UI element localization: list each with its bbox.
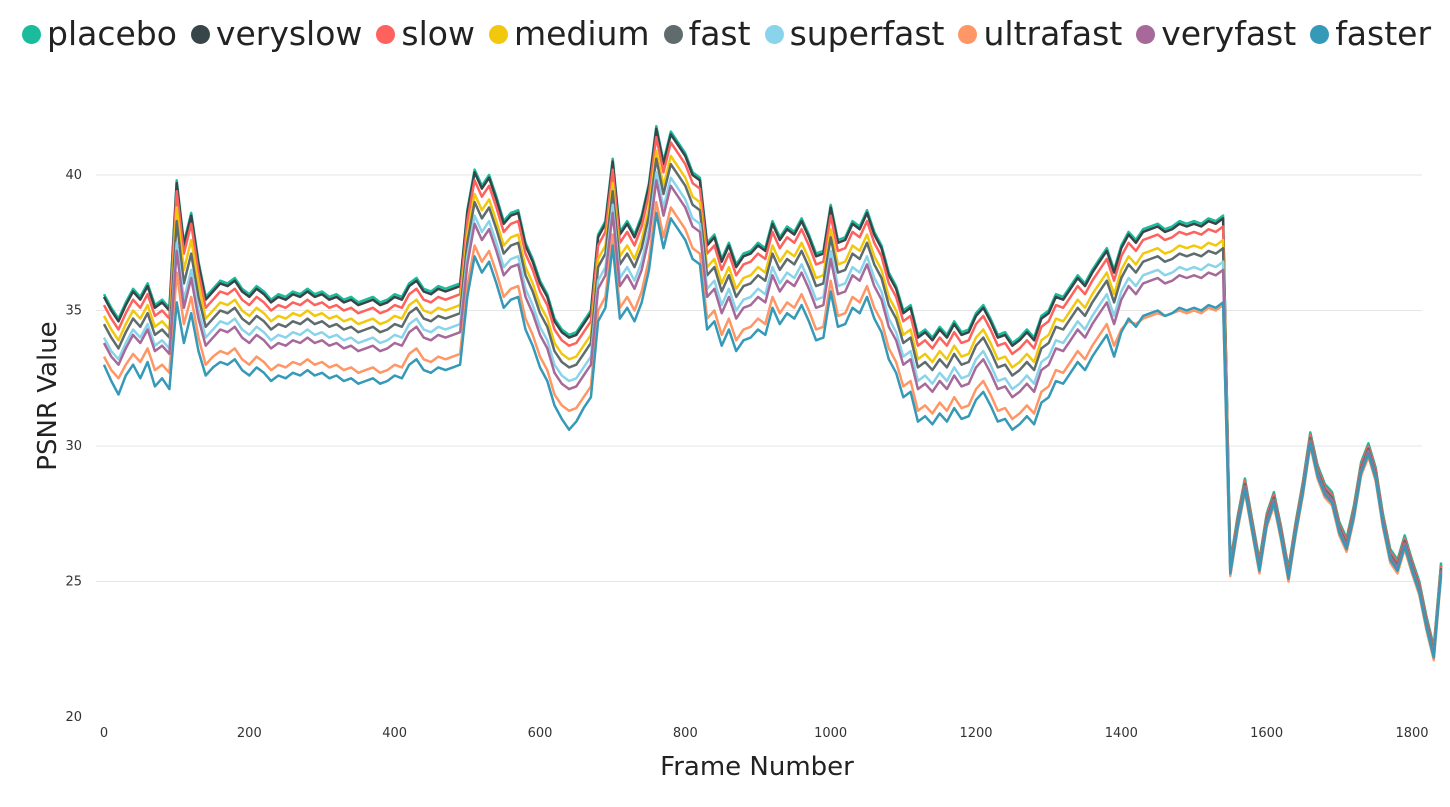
- x-tick-label: 1400: [1105, 726, 1138, 741]
- x-tick-label: 0: [100, 726, 108, 741]
- series-line-medium: [102, 149, 1443, 654]
- legend: placebo veryslow slow medium fast superfast ul…: [22, 12, 1445, 56]
- legend-item-veryfast[interactable]: veryfast: [1136, 12, 1296, 56]
- x-tick-label: 200: [237, 726, 262, 741]
- series-lines: [102, 124, 1443, 662]
- x-tick-label: 600: [528, 726, 553, 741]
- legend-item-placebo[interactable]: placebo: [22, 12, 177, 56]
- x-tick-label: 1600: [1250, 726, 1283, 741]
- series-line-fast: [102, 157, 1443, 654]
- y-axis-ticks: 20 25 30 35 40: [65, 168, 82, 725]
- y-tick-label: 40: [65, 168, 82, 183]
- legend-label: veryfast: [1161, 14, 1297, 53]
- series-line-superfast: [102, 171, 1443, 656]
- legend-item-slow[interactable]: slow: [376, 12, 475, 56]
- legend-marker: [488, 24, 508, 44]
- x-tick-label: 800: [673, 726, 698, 741]
- legend-marker: [376, 24, 396, 44]
- series-line-slow: [102, 135, 1443, 651]
- legend-item-medium[interactable]: medium: [488, 12, 650, 56]
- legend-label: placebo: [47, 14, 177, 53]
- y-tick-label: 25: [65, 575, 82, 590]
- x-tick-label: 1000: [814, 726, 847, 741]
- x-tick-label: 400: [382, 726, 407, 741]
- y-axis-label: PSNR Value: [33, 321, 63, 470]
- series-line-veryslow: [102, 127, 1443, 651]
- legend-marker: [663, 24, 683, 44]
- x-axis-label: Frame Number: [660, 752, 854, 782]
- series-line-placebo: [102, 124, 1443, 648]
- legend-item-veryslow[interactable]: veryslow: [190, 12, 363, 56]
- legend-marker: [958, 24, 978, 44]
- legend-label: fast: [688, 14, 751, 53]
- x-tick-label: 1200: [959, 726, 992, 741]
- x-axis-ticks: 0 200 400 600 800 1000 1200 1400 1600 1800: [100, 726, 1429, 741]
- legend-item-faster[interactable]: faster: [1310, 12, 1431, 56]
- legend-item-ultrafast[interactable]: ultrafast: [958, 12, 1122, 56]
- legend-marker: [1310, 24, 1330, 44]
- series-line-ultrafast: [102, 200, 1443, 662]
- legend-item-fast[interactable]: fast: [663, 12, 751, 56]
- series-line-veryfast: [102, 179, 1443, 656]
- legend-item-superfast[interactable]: superfast: [764, 12, 945, 56]
- legend-label: ultrafast: [983, 14, 1123, 53]
- legend-marker: [22, 24, 41, 44]
- legend-label: veryslow: [215, 14, 363, 53]
- legend-marker: [764, 24, 784, 44]
- legend-label: faster: [1335, 14, 1432, 53]
- legend-label: superfast: [789, 14, 945, 53]
- series-line-faster: [102, 211, 1443, 659]
- y-tick-label: 20: [65, 710, 82, 725]
- legend-marker: [1136, 24, 1156, 44]
- x-tick-label: 1800: [1395, 726, 1428, 741]
- legend-label: medium: [513, 14, 650, 53]
- legend-label: slow: [401, 14, 475, 53]
- y-tick-label: 35: [65, 304, 82, 319]
- y-tick-label: 30: [65, 439, 82, 454]
- legend-marker: [190, 24, 210, 44]
